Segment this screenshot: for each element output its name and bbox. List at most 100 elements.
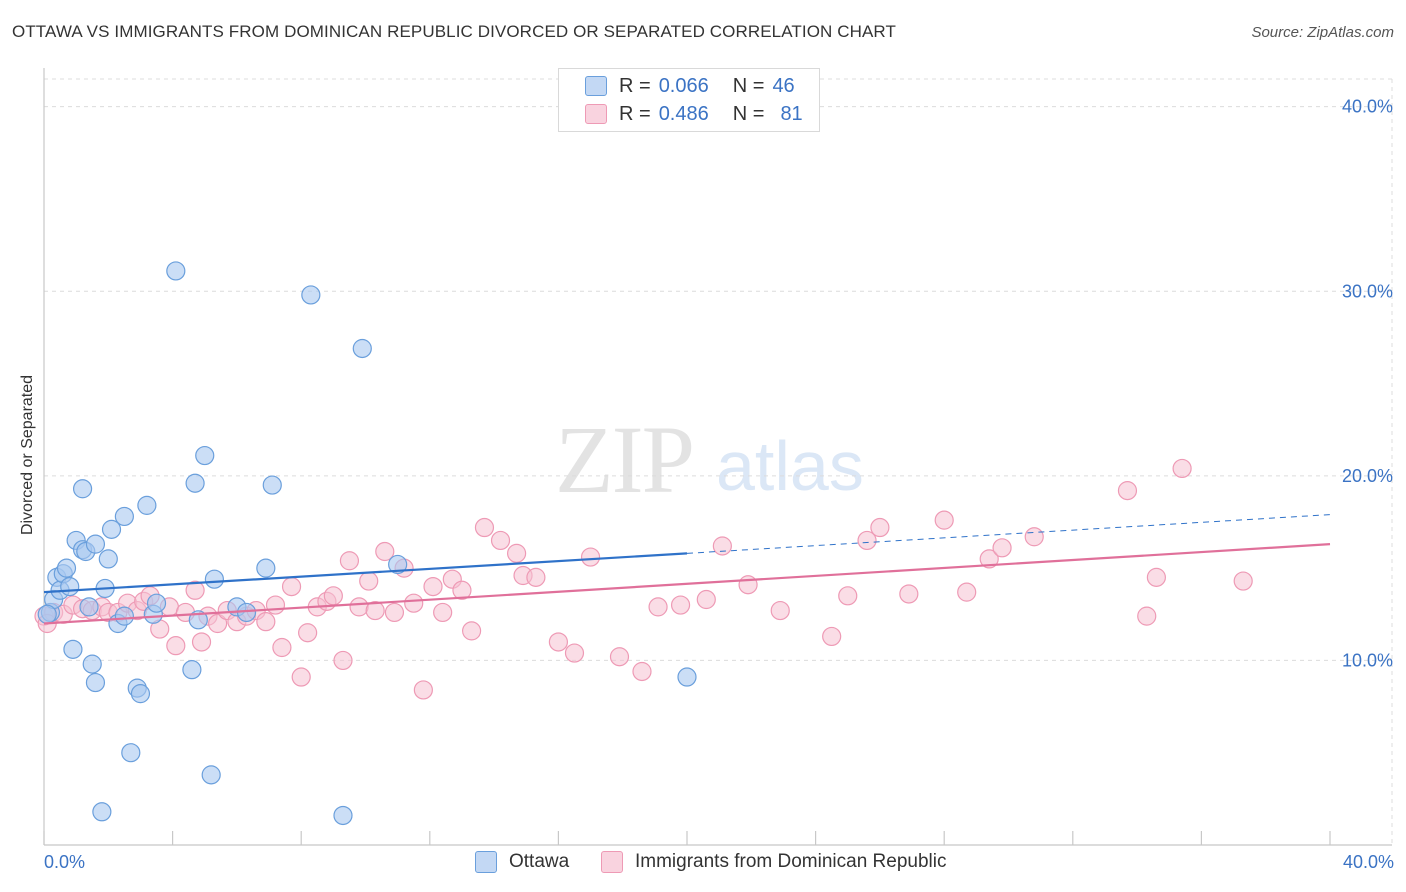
dominican-trend-line	[43, 543, 1331, 625]
correlation-legend: R = 0.066 N = 46 R = 0.486 N = 81	[558, 68, 820, 132]
dominican-point	[166, 636, 186, 656]
legend-n-label: N =	[732, 102, 765, 125]
dominican-point	[452, 580, 472, 600]
dominican-point	[384, 602, 405, 623]
dominican-point	[548, 632, 569, 652]
dominican-point	[632, 661, 652, 682]
ottawa-point	[352, 338, 372, 359]
ottawa-point	[333, 805, 353, 826]
ottawa-point	[114, 506, 134, 527]
legend-row-ottawa: R = 0.066 N = 46	[585, 74, 795, 98]
dominican-point	[339, 551, 360, 571]
dominican-point	[208, 613, 228, 634]
y-tick-label: 30.0%	[1342, 281, 1393, 301]
ottawa-point	[201, 765, 221, 785]
dominican-point	[404, 593, 424, 613]
ottawa-point	[60, 576, 80, 597]
ottawa-point	[146, 593, 167, 613]
ottawa-point	[37, 604, 57, 624]
dominican-point	[857, 530, 877, 551]
dominican-point	[433, 602, 453, 623]
ottawa-point	[182, 660, 202, 680]
trend-lines	[43, 514, 1331, 625]
ottawa-point	[79, 597, 99, 617]
legend-r-value: 0.486	[658, 102, 709, 125]
dominican-point	[934, 510, 954, 530]
source-label: Source: ZipAtlas.com	[1251, 24, 1394, 41]
legend-r-value: 0.066	[658, 74, 709, 97]
dominican-point	[375, 541, 395, 562]
dominican-legend-swatch	[601, 851, 623, 873]
dominican-point	[323, 586, 343, 606]
dominican-point	[609, 647, 630, 667]
dominican-point	[272, 637, 292, 658]
dominican-point	[822, 626, 842, 647]
ottawa-swatch	[585, 76, 607, 96]
watermark: ZIP atlas	[555, 406, 864, 513]
axes	[43, 68, 1392, 846]
dominican-point	[564, 643, 585, 663]
dominican-point	[413, 680, 433, 700]
legend-n-label: N =	[732, 74, 765, 97]
legend-item-ottawa: Ottawa	[475, 851, 569, 873]
dominican-point	[256, 612, 276, 632]
ottawa-point	[92, 802, 112, 822]
dominican-point	[1024, 527, 1044, 547]
y-tick-label: 10.0%	[1342, 650, 1393, 670]
series-legend: Ottawa Immigrants from Dominican Republi…	[0, 851, 1406, 877]
ottawa-point	[256, 558, 276, 578]
ottawa-point	[72, 479, 93, 499]
dominican-point	[423, 576, 443, 597]
dominican-point	[298, 623, 318, 643]
legend-r-label: R =	[619, 102, 651, 125]
dominican-point	[899, 584, 919, 604]
dominican-point	[461, 621, 482, 641]
dominican-point	[281, 576, 302, 597]
ottawa-point	[114, 606, 134, 626]
ottawa-point	[101, 519, 122, 539]
legend-row-dominican: R = 0.486 N = 81	[585, 102, 803, 126]
dominican-point	[1137, 606, 1157, 626]
dominican-point	[770, 600, 790, 621]
dominican-point	[738, 575, 758, 595]
legend-n-value: 46	[772, 74, 795, 97]
dominican-point	[979, 549, 999, 569]
ottawa-point	[56, 558, 77, 578]
ottawa-trend-extension	[686, 514, 1331, 554]
dominican-point	[507, 543, 527, 563]
x-tick-label-min: 0.0%	[44, 852, 86, 872]
ottawa-point	[98, 549, 118, 569]
dominican-swatch	[585, 104, 607, 124]
dominican-point	[365, 600, 385, 621]
ottawa-point	[204, 569, 224, 589]
dominican-point	[712, 536, 732, 556]
y-tick-labels: 10.0% 20.0% 30.0% 40.0%	[1342, 97, 1393, 671]
dominican-point	[648, 597, 668, 617]
dominican-point	[670, 595, 691, 615]
ottawa-point	[166, 261, 186, 281]
dominican-point	[696, 589, 716, 610]
dominican-point	[185, 580, 205, 600]
dominican-point	[1172, 458, 1192, 479]
ottawa-point	[388, 554, 408, 575]
dominican-point	[333, 650, 353, 671]
legend-item-dominican: Immigrants from Dominican Republic	[601, 851, 947, 873]
ottawa-point	[130, 684, 151, 704]
ottawa-trend-line	[43, 552, 688, 594]
dominican-point	[580, 547, 601, 567]
ottawa-point	[121, 743, 141, 763]
dominican-point	[359, 571, 379, 591]
dominican-point	[474, 517, 495, 538]
dominican-point	[838, 586, 858, 606]
legend-label-dominican: Immigrants from Dominican Republic	[635, 851, 947, 872]
ottawa-point	[195, 445, 215, 466]
x-tick-label-max: 40.0%	[1342, 852, 1394, 872]
ottawa-point	[85, 672, 106, 693]
dominican-point	[992, 538, 1012, 558]
watermark-atlas: atlas	[716, 427, 864, 505]
y-tick-label: 40.0%	[1342, 97, 1393, 117]
ottawa-point	[677, 667, 697, 687]
dominican-point	[1117, 481, 1138, 501]
ottawa-point	[63, 639, 83, 659]
